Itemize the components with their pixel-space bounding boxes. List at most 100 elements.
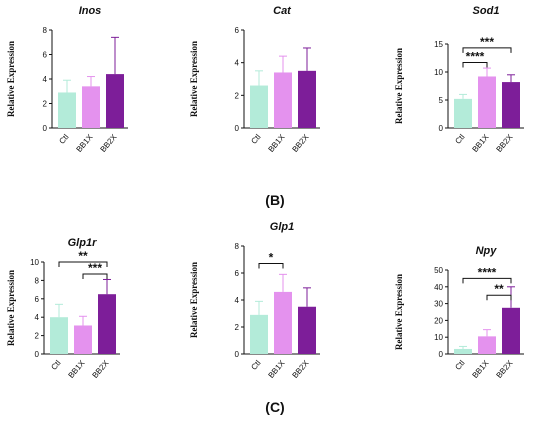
chart-title: Inos bbox=[79, 5, 102, 17]
x-tick-label: Ctl bbox=[249, 358, 262, 371]
y-tick-label: 6 bbox=[35, 295, 40, 304]
chart-title: Glp1 bbox=[270, 221, 294, 233]
y-tick-label: 15 bbox=[434, 40, 443, 49]
significance-label: *** bbox=[88, 261, 102, 275]
y-axis-label: Relative Expression bbox=[6, 41, 16, 117]
bar-bb1x bbox=[274, 291, 292, 354]
x-tick-label: Ctl bbox=[249, 132, 262, 145]
significance-label: ** bbox=[78, 249, 88, 263]
significance-label: *** bbox=[480, 35, 494, 49]
y-tick-label: 8 bbox=[35, 276, 40, 285]
x-tick-label: BB2X bbox=[290, 132, 310, 154]
y-tick-label: 2 bbox=[35, 332, 40, 341]
bar-ctl bbox=[250, 314, 268, 354]
bar-ctl bbox=[454, 348, 472, 354]
x-tick-label: BB1X bbox=[266, 358, 286, 380]
bar-ctl bbox=[58, 92, 76, 128]
chart-title: Sod1 bbox=[473, 5, 500, 17]
y-tick-label: 0 bbox=[439, 350, 444, 359]
bar-bb2x bbox=[106, 74, 124, 128]
y-tick-label: 20 bbox=[434, 316, 443, 325]
significance-label: **** bbox=[478, 265, 497, 279]
x-tick-label: Ctl bbox=[49, 358, 62, 371]
x-tick-label: BB1X bbox=[66, 358, 86, 380]
chart-title: Cat bbox=[273, 5, 292, 17]
significance-bracket bbox=[462, 61, 488, 68]
y-tick-label: 50 bbox=[434, 266, 443, 275]
y-axis-label: Relative Expression bbox=[394, 274, 404, 350]
chart-sod1: Sod1 Relative Expression 0 5 10 15 Ctl BB1X BB2X… bbox=[394, 5, 524, 154]
bar-bb2x bbox=[502, 82, 520, 128]
significance-bracket bbox=[82, 273, 108, 279]
y-tick-label: 4 bbox=[43, 75, 48, 84]
x-tick-label: BB1X bbox=[470, 358, 490, 380]
bar-bb2x bbox=[502, 307, 520, 354]
x-tick-label: BB1X bbox=[470, 132, 490, 154]
chart-title: Glp1r bbox=[68, 237, 97, 249]
bar-ctl bbox=[250, 85, 268, 128]
bar-bb1x bbox=[478, 76, 496, 128]
y-tick-label: 10 bbox=[434, 68, 443, 77]
chart-glp1r: Glp1r Relative Expression 0 2 4 6 8 10 Ctl BB1X BB… bbox=[6, 237, 120, 380]
x-tick-label: Ctl bbox=[453, 132, 466, 145]
bar-bb2x bbox=[298, 306, 316, 354]
significance-label: ** bbox=[494, 282, 504, 296]
y-tick-label: 6 bbox=[235, 269, 240, 278]
significance-label: **** bbox=[466, 49, 485, 63]
y-axis-label: Relative Expression bbox=[189, 262, 199, 338]
significance-bracket bbox=[58, 261, 108, 267]
y-axis-label: Relative Expression bbox=[6, 270, 16, 346]
y-tick-label: 2 bbox=[235, 91, 240, 100]
panel-label-b: (B) bbox=[265, 192, 284, 208]
x-tick-label: BB2X bbox=[494, 132, 514, 154]
x-tick-label: BB1X bbox=[74, 132, 94, 154]
bar-bb1x bbox=[274, 72, 292, 128]
chart-inos: Inos Relative Expression 0 2 4 6 8 Ctl BB1X BB2X bbox=[6, 5, 128, 154]
x-tick-label: Ctl bbox=[57, 132, 70, 145]
y-tick-label: 0 bbox=[235, 124, 240, 133]
y-tick-label: 2 bbox=[43, 100, 48, 109]
y-axis-label: Relative Expression bbox=[394, 48, 404, 124]
y-tick-label: 0 bbox=[43, 124, 48, 133]
chart-npy: Npy Relative Expression 0 10 20 30 40 50 Ctl BB1X… bbox=[394, 245, 524, 380]
significance-bracket bbox=[258, 263, 284, 269]
significance-bracket bbox=[462, 277, 512, 284]
significance-label: * bbox=[269, 251, 274, 265]
bar-bb1x bbox=[82, 86, 100, 128]
y-tick-label: 8 bbox=[235, 242, 240, 251]
x-tick-label: BB2X bbox=[494, 358, 514, 380]
significance-bracket bbox=[462, 47, 512, 53]
y-tick-label: 30 bbox=[434, 300, 443, 309]
bar-bb2x bbox=[298, 70, 316, 128]
x-tick-label: BB2X bbox=[98, 132, 118, 154]
significance-bracket bbox=[486, 294, 512, 301]
y-tick-label: 0 bbox=[439, 124, 444, 133]
y-tick-label: 6 bbox=[235, 26, 240, 35]
y-tick-label: 0 bbox=[235, 350, 240, 359]
y-tick-label: 40 bbox=[434, 283, 443, 292]
x-tick-label: BB2X bbox=[90, 358, 110, 380]
y-tick-label: 8 bbox=[43, 26, 48, 35]
x-tick-label: BB1X bbox=[266, 132, 286, 154]
y-tick-label: 4 bbox=[235, 296, 240, 305]
y-tick-label: 6 bbox=[43, 51, 48, 60]
y-tick-label: 0 bbox=[35, 350, 40, 359]
bar-ctl bbox=[454, 98, 472, 128]
bar-bb2x bbox=[98, 294, 116, 354]
bar-bb1x bbox=[74, 325, 92, 354]
bar-ctl bbox=[50, 317, 68, 354]
y-tick-label: 2 bbox=[235, 323, 240, 332]
chart-title: Npy bbox=[476, 245, 498, 257]
y-axis-label: Relative Expression bbox=[189, 41, 199, 117]
y-tick-label: 5 bbox=[439, 96, 444, 105]
chart-glp1: Glp1 Relative Expression 0 2 4 6 8 Ctl BB1X BB2X * bbox=[189, 221, 320, 380]
y-tick-label: 10 bbox=[434, 333, 443, 342]
y-tick-label: 10 bbox=[30, 258, 39, 267]
y-tick-label: 4 bbox=[235, 59, 240, 68]
bar-bb1x bbox=[478, 336, 496, 354]
panel-label-c: (C) bbox=[265, 399, 284, 415]
x-tick-label: Ctl bbox=[453, 358, 466, 371]
chart-cat: Cat Relative Expression 0 2 4 6 Ctl BB1X BB2X bbox=[189, 5, 320, 154]
x-tick-label: BB2X bbox=[290, 358, 310, 380]
